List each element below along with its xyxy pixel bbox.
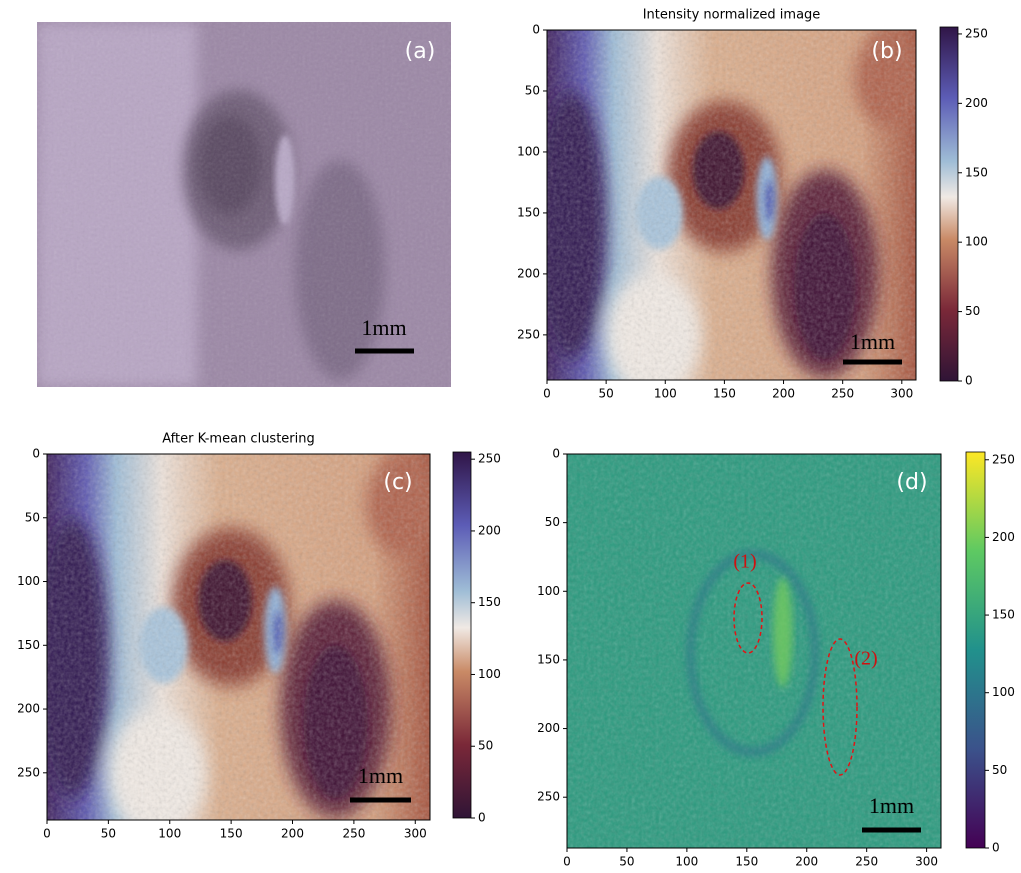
x-tick-label: 100	[675, 855, 698, 869]
colorbar-tick-label: 200	[992, 530, 1015, 544]
panel-label: (a)	[405, 39, 436, 64]
colorbar-tick-label: 150	[478, 595, 501, 609]
x-tick-label: 100	[158, 827, 181, 841]
panel-label: (d)	[896, 470, 927, 495]
colorbar-tick-label: 0	[992, 841, 1000, 855]
colorbar	[940, 27, 958, 381]
x-tick-label: 200	[795, 855, 818, 869]
colorbar-tick-label: 50	[992, 763, 1007, 777]
x-tick-label: 300	[915, 855, 938, 869]
colorbar-tick-label: 250	[478, 452, 501, 466]
y-tick-label: 50	[525, 83, 540, 97]
y-tick-label: 100	[537, 584, 560, 598]
scale-bar-label: 1mm	[358, 763, 403, 788]
y-tick-label: 250	[17, 765, 40, 779]
x-tick-label: 250	[831, 387, 854, 401]
x-tick-label: 0	[563, 855, 571, 869]
colorbar-tick-label: 150	[992, 608, 1015, 622]
y-tick-label: 0	[532, 23, 540, 37]
y-tick-label: 50	[25, 510, 40, 524]
x-tick-label: 250	[855, 855, 878, 869]
y-tick-label: 150	[17, 638, 40, 652]
colorbar-tick-label: 150	[965, 165, 988, 179]
colorbar-tick-label: 0	[965, 374, 973, 388]
panel-title: After K-mean clustering	[162, 432, 315, 447]
scale-bar-label: 1mm	[869, 793, 914, 818]
colorbar-tick-label: 100	[992, 685, 1015, 699]
x-tick-label: 200	[281, 827, 304, 841]
x-tick-label: 150	[713, 387, 736, 401]
x-tick-label: 0	[43, 827, 51, 841]
annotation: (1)	[733, 551, 756, 573]
y-tick-label: 0	[552, 447, 560, 461]
colorbar	[966, 452, 985, 848]
x-tick-label: 50	[619, 855, 634, 869]
y-tick-label: 250	[517, 327, 540, 341]
colorbar-tick-label: 100	[478, 667, 501, 681]
y-tick-label: 100	[17, 574, 40, 588]
y-tick-label: 200	[17, 702, 40, 716]
x-tick-label: 250	[342, 827, 365, 841]
scale-bar-label: 1mm	[361, 315, 406, 340]
colorbar-tick-label: 250	[965, 26, 988, 40]
colorbar-tick-label: 0	[478, 811, 486, 825]
colorbar-tick-label: 100	[965, 235, 988, 249]
x-tick-label: 150	[735, 855, 758, 869]
y-tick-label: 0	[32, 447, 40, 461]
y-tick-label: 150	[537, 652, 560, 666]
colorbar-tick-label: 200	[965, 96, 988, 110]
y-tick-label: 100	[517, 144, 540, 158]
colorbar-tick-label: 250	[992, 452, 1015, 466]
y-tick-label: 50	[545, 515, 560, 529]
x-tick-label: 150	[220, 827, 243, 841]
colorbar-tick-label: 50	[478, 739, 493, 753]
panel-title: Intensity normalized image	[643, 8, 821, 23]
colorbar	[453, 452, 471, 818]
image	[567, 454, 941, 848]
panel-label: (c)	[383, 470, 412, 495]
annotation: (2)	[854, 648, 877, 670]
panel-label: (b)	[871, 39, 902, 64]
x-tick-label: 300	[404, 827, 427, 841]
x-tick-label: 300	[890, 387, 913, 401]
x-tick-label: 0	[543, 387, 551, 401]
x-tick-label: 200	[772, 387, 795, 401]
y-tick-label: 200	[537, 721, 560, 735]
y-tick-label: 150	[517, 205, 540, 219]
scale-bar-label: 1mm	[850, 329, 895, 354]
x-tick-label: 50	[598, 387, 613, 401]
figure: (a) 1mm 0 50 100 150 200 250 300 0 50 100 150 200 25…	[0, 0, 1021, 873]
colorbar-tick-label: 50	[965, 304, 980, 318]
colorbar-tick-label: 200	[478, 523, 501, 537]
x-tick-label: 50	[101, 827, 116, 841]
image-content	[567, 454, 941, 848]
x-tick-label: 100	[654, 387, 677, 401]
y-tick-label: 200	[517, 266, 540, 280]
y-tick-label: 250	[537, 790, 560, 804]
